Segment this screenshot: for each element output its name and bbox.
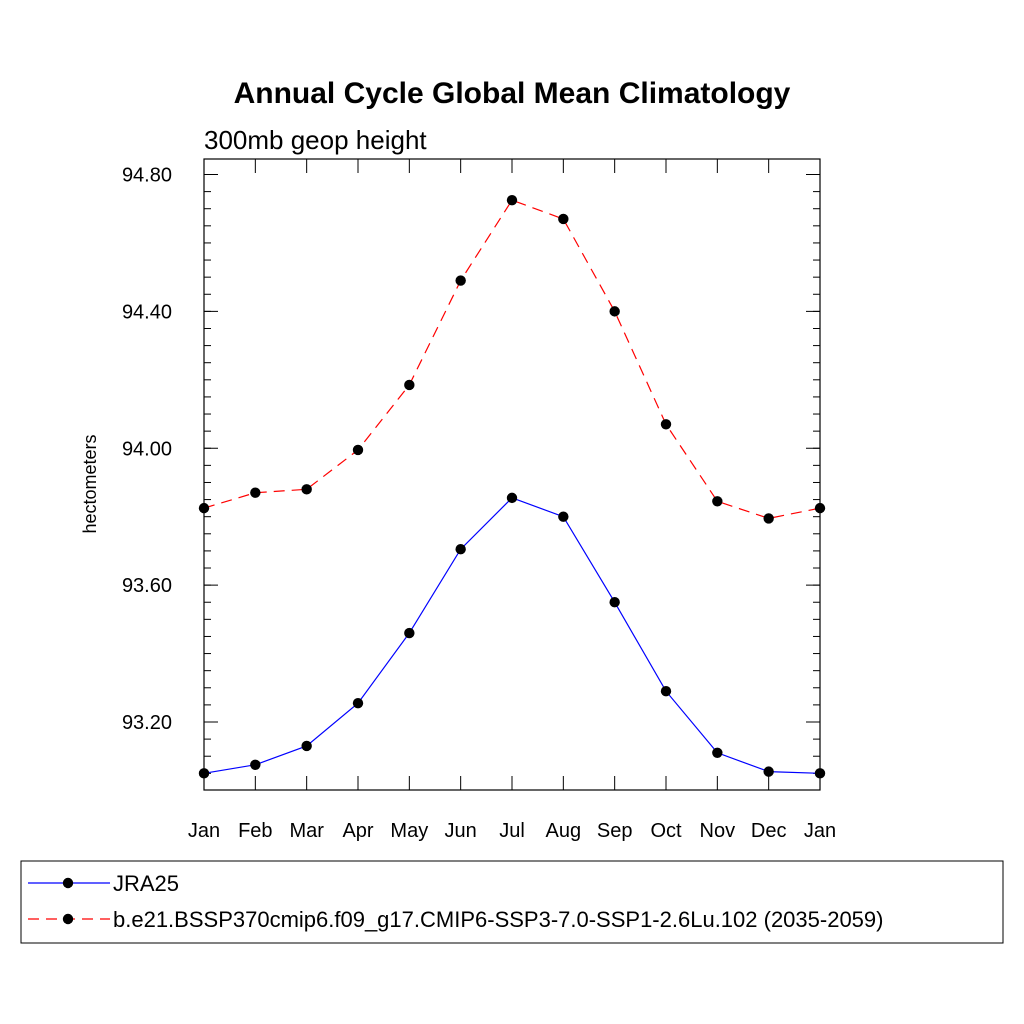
x-tick-label: Jan <box>804 820 836 842</box>
y-tick-label: 93.60 <box>122 575 172 597</box>
series-1-point <box>712 747 723 758</box>
series-1-point <box>814 768 826 779</box>
x-tick-label: May <box>390 820 428 842</box>
series-2-point <box>198 502 210 514</box>
series-line-1 <box>203 497 821 774</box>
x-tick-label: Nov <box>700 820 736 842</box>
series-1-point <box>506 492 518 504</box>
x-tick-label: Sep <box>597 820 633 842</box>
series-1-point <box>455 543 466 555</box>
series-1-point <box>763 766 774 777</box>
series-1-point <box>609 597 620 608</box>
plot-frame <box>203 158 821 791</box>
legend-marker-1 <box>62 877 74 889</box>
x-tick-label: Apr <box>342 820 373 842</box>
series-2-point <box>352 444 364 456</box>
chart-subtitle: 300mb geop height <box>204 125 427 155</box>
legend-box <box>20 860 1004 944</box>
x-tick-label: Feb <box>238 820 272 842</box>
x-tick-label: Dec <box>751 820 787 842</box>
x-tick-label: Jan <box>188 820 220 842</box>
y-axis-label: hectometers <box>80 434 100 533</box>
series-2-point <box>712 496 723 507</box>
series-1-point <box>301 740 312 752</box>
legend-label-1: JRA25 <box>113 871 179 896</box>
series-2-point <box>404 379 415 391</box>
series-2-point <box>609 306 620 317</box>
series-1-point <box>198 768 210 779</box>
series-2-point <box>506 194 518 206</box>
series-2-point <box>455 275 466 286</box>
y-tick-label: 94.00 <box>122 438 172 460</box>
series-1-point <box>250 759 261 770</box>
series-2-point <box>301 484 312 495</box>
x-tick-label: Jun <box>445 820 477 842</box>
plot-area: Jan Feb Mar Apr May Jun Jul Aug Sep Oct Nov Dec Jan 9… <box>122 158 836 842</box>
series-2-point <box>250 487 261 498</box>
chart-title: Annual Cycle Global Mean Climatology <box>234 77 791 110</box>
series-2-point <box>763 513 774 524</box>
x-tick-label: Mar <box>289 820 324 842</box>
x-tick-label: Jul <box>499 820 525 842</box>
y-tick-label: 94.80 <box>122 165 172 187</box>
x-tick-label: Oct <box>650 820 682 842</box>
series-1-point <box>352 697 364 709</box>
y-tick-label: 93.20 <box>122 712 172 734</box>
series-2-point <box>814 502 826 514</box>
y-tick-label: 94.40 <box>122 301 172 323</box>
series-2-point <box>558 213 569 225</box>
x-tick-label: Aug <box>546 820 582 842</box>
series-2-point <box>660 419 672 430</box>
legend-label-2: b.e21.BSSP370cmip6.f09_g17.CMIP6-SSP3-7.… <box>113 907 883 932</box>
series-1-point <box>660 686 672 697</box>
legend-marker-2 <box>62 913 74 925</box>
series-1-point <box>558 511 569 522</box>
series-line-2 <box>203 199 821 520</box>
legend: JRA25 b.e21.BSSP370cmip6.f09_g17.CMIP6-SS… <box>20 860 1004 944</box>
series-1-point <box>404 627 415 639</box>
